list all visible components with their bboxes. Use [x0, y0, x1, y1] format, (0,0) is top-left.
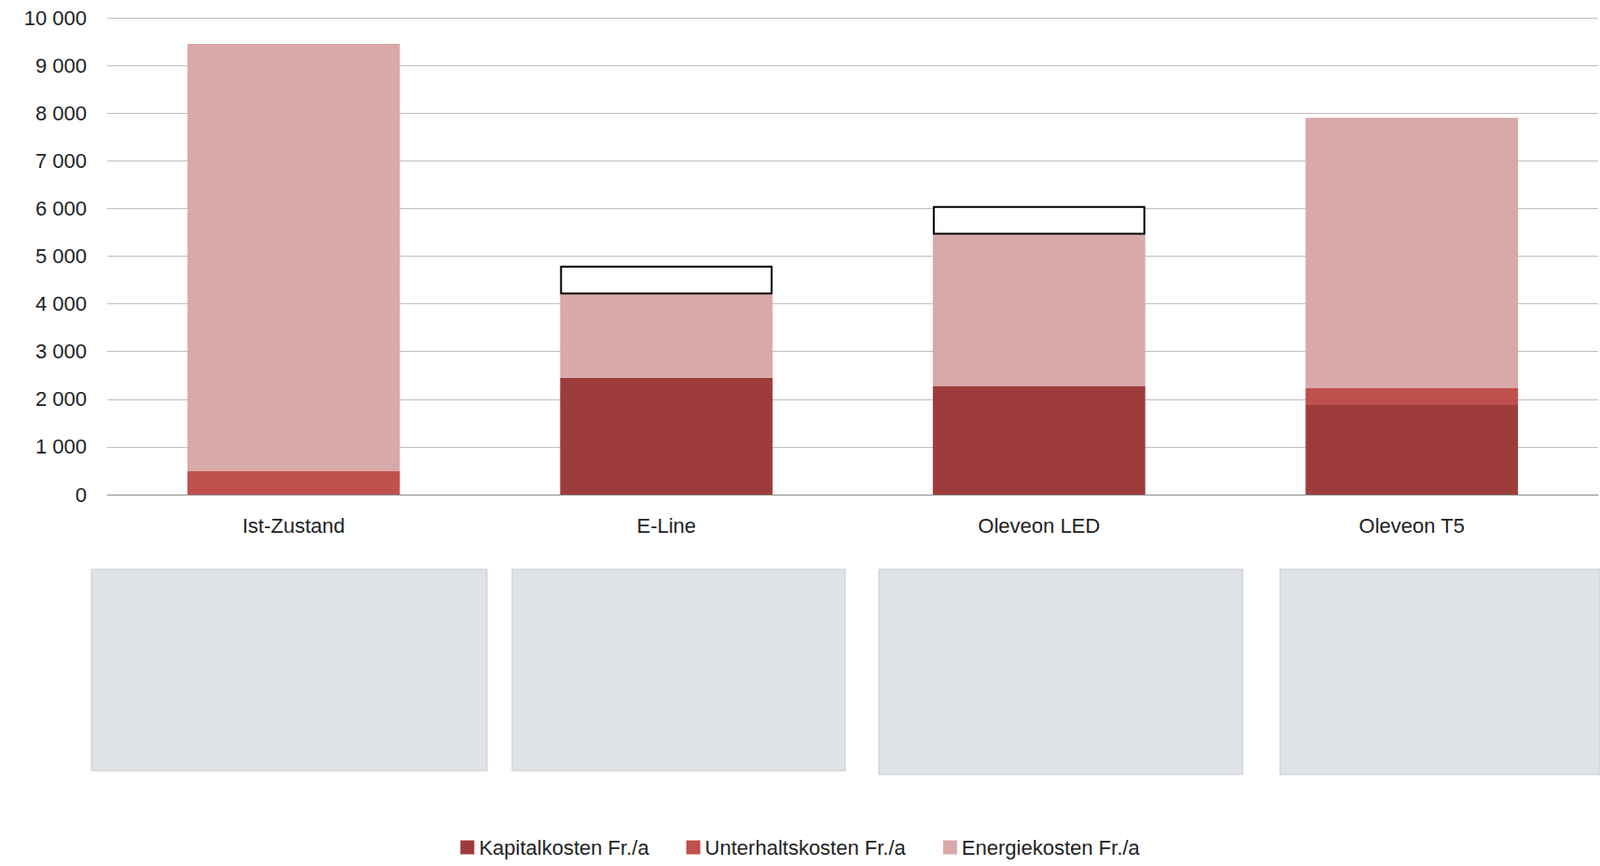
svg-text:8 000: 8 000 [35, 101, 87, 126]
svg-text:Unterhaltskosten Fr./a: Unterhaltskosten Fr./a [705, 835, 907, 860]
svg-text:2 000: 2 000 [35, 387, 87, 411]
svg-text:5 000: 5 000 [35, 244, 87, 268]
svg-text:3 000: 3 000 [35, 339, 87, 363]
svg-text:Energiekosten Fr./a: Energiekosten Fr./a [961, 835, 1141, 860]
svg-text:Oleveon T5: Oleveon T5 [1359, 514, 1465, 538]
svg-text:6 000: 6 000 [35, 196, 87, 221]
svg-text:E-Line: E-Line [636, 514, 696, 538]
svg-text:Oleveon LED: Oleveon LED [977, 514, 1100, 538]
svg-text:Kapitalkosten Fr./a: Kapitalkosten Fr./a [478, 835, 650, 860]
svg-text:4 000: 4 000 [35, 292, 87, 316]
svg-text:1 000: 1 000 [35, 434, 87, 459]
svg-text:10 000: 10 000 [24, 6, 87, 30]
svg-text:0: 0 [75, 483, 87, 507]
svg-text:Ist-Zustand: Ist-Zustand [242, 514, 346, 538]
svg-text:7 000: 7 000 [35, 149, 87, 173]
svg-text:9 000: 9 000 [35, 54, 87, 78]
